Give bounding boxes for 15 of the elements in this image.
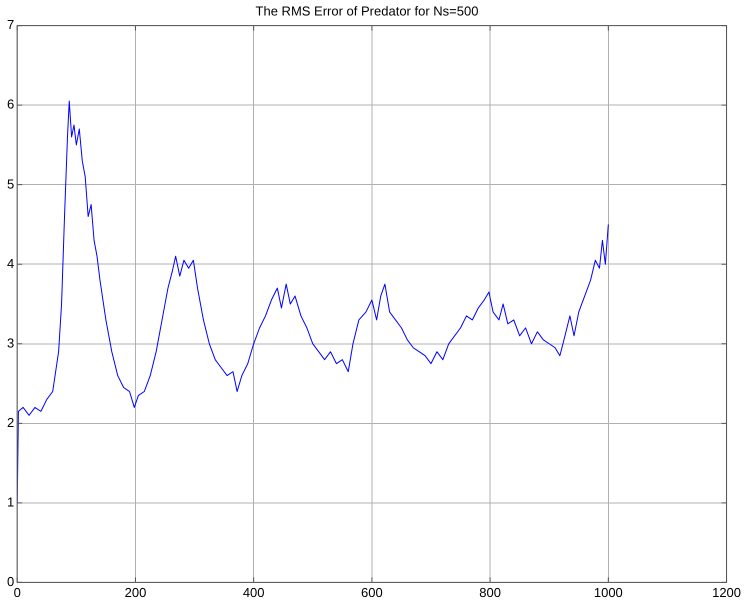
x-tick-label: 1200 xyxy=(712,584,741,600)
x-tick-label: 1000 xyxy=(594,584,623,600)
x-tick-label: 600 xyxy=(361,584,383,600)
y-tick-label: 0 xyxy=(6,574,14,589)
chart-title: The RMS Error of Predator for Ns=500 xyxy=(256,3,478,18)
x-tick-label: 800 xyxy=(479,584,501,600)
y-tick-label: 7 xyxy=(6,17,14,32)
y-tick-label: 2 xyxy=(6,414,14,430)
x-tick-label: 200 xyxy=(124,584,146,600)
y-tick-label: 5 xyxy=(6,176,14,192)
x-tick-label: 400 xyxy=(242,584,265,600)
y-tick-label: 6 xyxy=(6,96,14,112)
y-tick-label: 1 xyxy=(6,494,14,510)
y-tick-label: 4 xyxy=(6,256,14,271)
y-tick-label: 3 xyxy=(6,335,14,350)
